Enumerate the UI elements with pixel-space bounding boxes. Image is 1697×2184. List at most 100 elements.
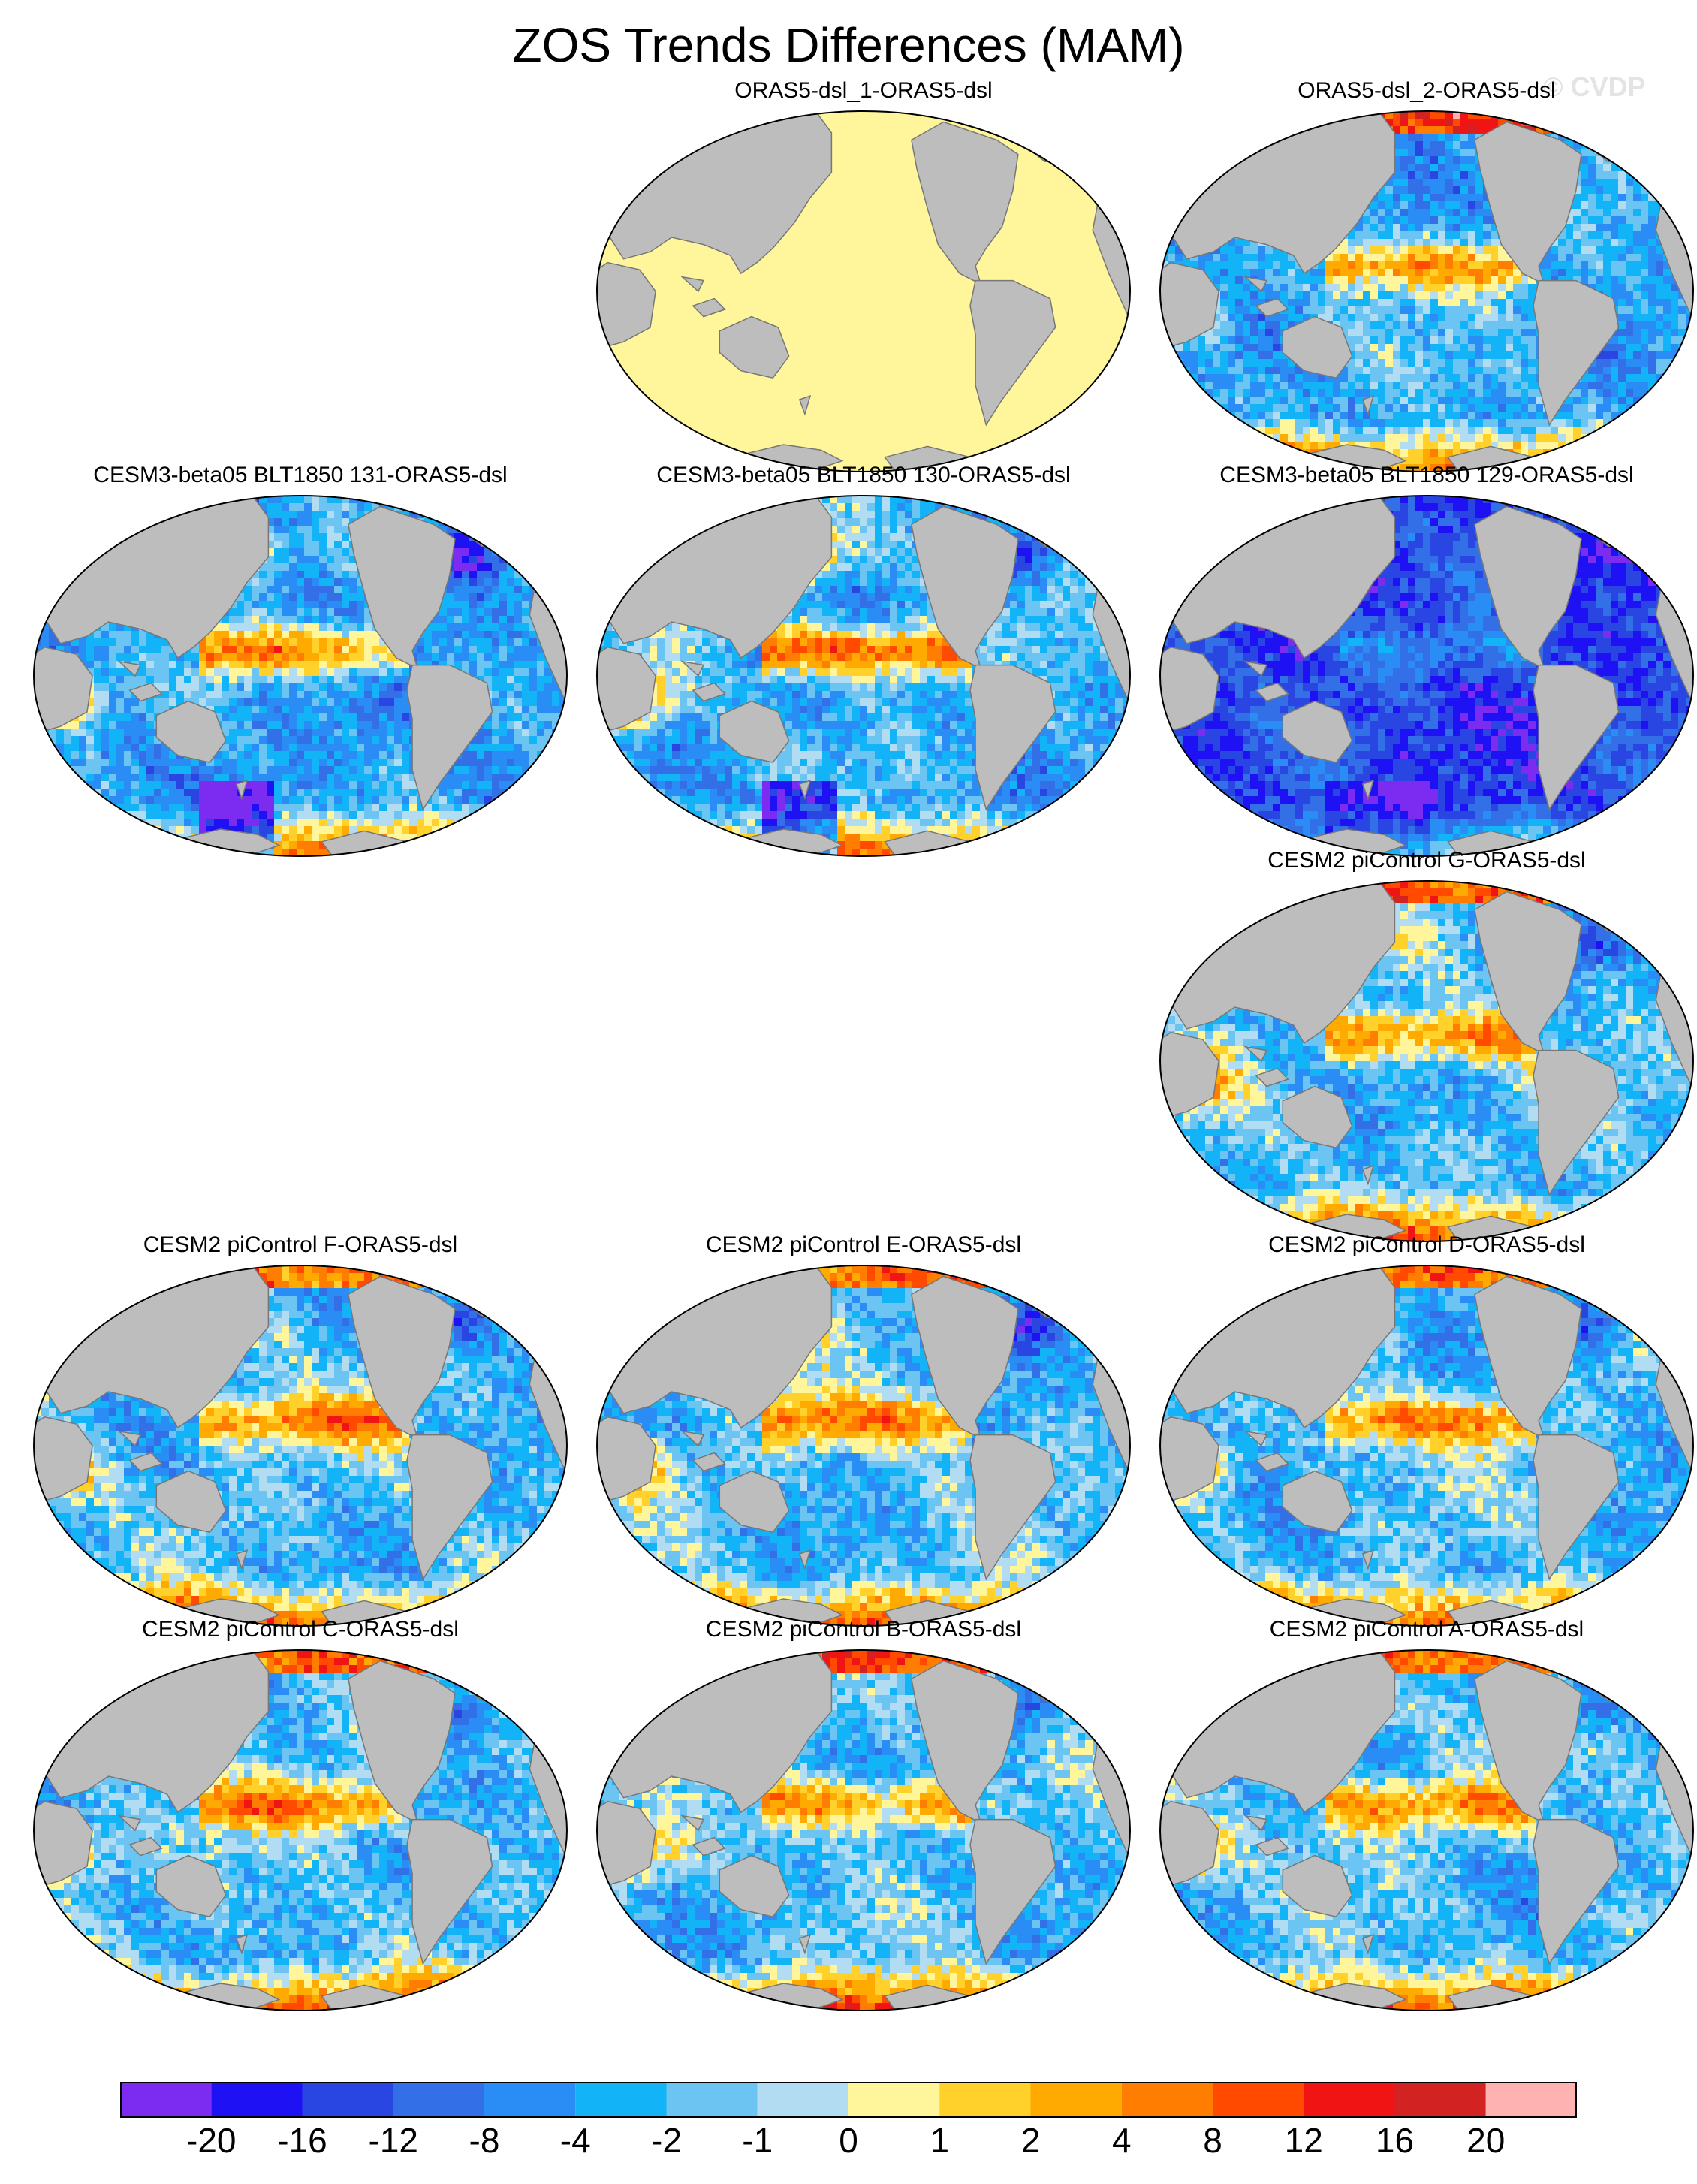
- land-mass: [692, 1452, 726, 1472]
- land-mass: [692, 297, 726, 318]
- panel-title: CESM2 piControl C-ORAS5-dsl: [30, 1615, 571, 1645]
- robinson-map: [1159, 495, 1694, 857]
- map-panel: CESM2 piControl E-ORAS5-dsl: [593, 1230, 1134, 1627]
- land-mass: [911, 1275, 1019, 1440]
- colorbar-tick-label: -12: [348, 2119, 439, 2161]
- land-mass: [1160, 1416, 1219, 1504]
- panel-title: CESM2 piControl B-ORAS5-dsl: [593, 1615, 1134, 1645]
- robinson-map: [33, 495, 568, 857]
- colorbar-tick-label: 2: [986, 2119, 1076, 2161]
- map-panel: CESM3-beta05 BLT1850 129-ORAS5-dsl: [1156, 460, 1697, 857]
- land-mass: [680, 1430, 705, 1447]
- colorbar-tick-label: 8: [1168, 2119, 1258, 2161]
- colorbar-swatch: [1394, 2083, 1486, 2117]
- panel-title: CESM2 piControl A-ORAS5-dsl: [1156, 1615, 1697, 1645]
- map-panel: CESM3-beta05 BLT1850 130-ORAS5-dsl: [593, 460, 1134, 857]
- map-panel: CESM3-beta05 BLT1850 131-ORAS5-dsl: [30, 460, 571, 857]
- panel-title: CESM3-beta05 BLT1850 130-ORAS5-dsl: [593, 460, 1134, 490]
- land-mass: [1533, 279, 1620, 427]
- panel-title: CESM3-beta05 BLT1850 129-ORAS5-dsl: [1156, 460, 1697, 490]
- colorbar-swatch: [1121, 2083, 1213, 2117]
- land-mass: [1361, 1549, 1375, 1570]
- land-mass: [1474, 891, 1582, 1055]
- land-mass: [1255, 682, 1289, 702]
- land-mass: [1474, 1660, 1582, 1824]
- land-mass: [798, 1934, 812, 1955]
- map-border: [596, 495, 1131, 857]
- map-border: [596, 110, 1131, 472]
- map-panel: CESM2 piControl C-ORAS5-dsl: [30, 1615, 571, 2011]
- colorbar-swatch: [211, 2083, 303, 2117]
- land-mass: [1474, 121, 1582, 285]
- robinson-map: [596, 495, 1131, 857]
- land-mass: [692, 1836, 726, 1857]
- colorbar-tick-label: -4: [530, 2119, 620, 2161]
- land-mass: [1160, 261, 1219, 350]
- land-mass: [719, 315, 790, 379]
- robinson-map: [1159, 110, 1694, 472]
- land-mass: [798, 1549, 812, 1570]
- land-mass: [680, 660, 705, 677]
- robinson-map: [596, 1649, 1131, 2011]
- map-border: [1159, 1265, 1694, 1627]
- land-mass: [1255, 1836, 1289, 1857]
- map-panel: ORAS5-dsl_1-ORAS5-dsl: [593, 76, 1134, 472]
- land-mass: [597, 1416, 656, 1504]
- colorbar-tick-label: -20: [166, 2119, 256, 2161]
- land-mass: [1533, 1049, 1620, 1196]
- land-mass: [1243, 660, 1268, 677]
- land-mass: [1282, 700, 1353, 764]
- map-border: [33, 1649, 568, 2011]
- colorbar-swatch: [1213, 2083, 1304, 2117]
- colorbar-tick-label: 1: [894, 2119, 984, 2161]
- colorbar-swatch: [120, 2083, 212, 2117]
- land-mass: [155, 1470, 227, 1534]
- land-mass: [406, 1434, 493, 1581]
- land-mass: [911, 121, 1019, 285]
- colorbar-tick-label: 16: [1350, 2119, 1440, 2161]
- land-mass: [235, 780, 249, 801]
- land-mass: [1282, 1470, 1353, 1534]
- map-border: [1159, 880, 1694, 1242]
- panel-title: CESM2 piControl F-ORAS5-dsl: [30, 1230, 571, 1260]
- colorbar-swatch: [1030, 2083, 1122, 2117]
- panel-title: CESM2 piControl G-ORAS5-dsl: [1156, 846, 1697, 876]
- colorbar-swatch: [939, 2083, 1031, 2117]
- map-panel: CESM2 piControl A-ORAS5-dsl: [1156, 1615, 1697, 2011]
- land-mass: [1282, 1085, 1353, 1149]
- land-mass: [1282, 315, 1353, 379]
- land-mass: [155, 700, 227, 764]
- map-border: [596, 1649, 1131, 2011]
- robinson-map: [1159, 1265, 1694, 1627]
- colorbar-swatch: [757, 2083, 848, 2117]
- colorbar-tick-label: -8: [439, 2119, 529, 2161]
- land-mass: [34, 1416, 93, 1504]
- land-mass: [117, 660, 142, 677]
- land-mass: [1361, 395, 1375, 416]
- colorbar-tick-label: -2: [622, 2119, 712, 2161]
- land-mass: [1160, 1800, 1219, 1889]
- colorbar-swatch: [484, 2083, 576, 2117]
- land-mass: [597, 1800, 656, 1889]
- land-mass: [597, 261, 656, 350]
- land-mass: [969, 279, 1056, 427]
- colorbar-tick-label: 12: [1258, 2119, 1349, 2161]
- land-mass: [1255, 1452, 1289, 1472]
- panel-title: ORAS5-dsl_2-ORAS5-dsl: [1156, 76, 1697, 106]
- map-panel: CESM2 piControl B-ORAS5-dsl: [593, 1615, 1134, 2011]
- land-mass: [1474, 1275, 1582, 1440]
- land-mass: [235, 1549, 249, 1570]
- land-mass: [719, 1854, 790, 1918]
- colorbar-swatch: [848, 2083, 940, 2117]
- map-panel: CESM2 piControl F-ORAS5-dsl: [30, 1230, 571, 1627]
- land-mass: [1361, 780, 1375, 801]
- robinson-map: [1159, 1649, 1694, 2011]
- land-mass: [1243, 1814, 1268, 1832]
- land-mass: [128, 682, 163, 702]
- land-mass: [1361, 1934, 1375, 1955]
- colorbar-swatch: [393, 2083, 484, 2117]
- colorbar-tick-label: -1: [713, 2119, 803, 2161]
- land-mass: [1255, 1067, 1289, 1087]
- map-panel: CESM2 piControl G-ORAS5-dsl: [1156, 846, 1697, 1242]
- land-mass: [1361, 1165, 1375, 1186]
